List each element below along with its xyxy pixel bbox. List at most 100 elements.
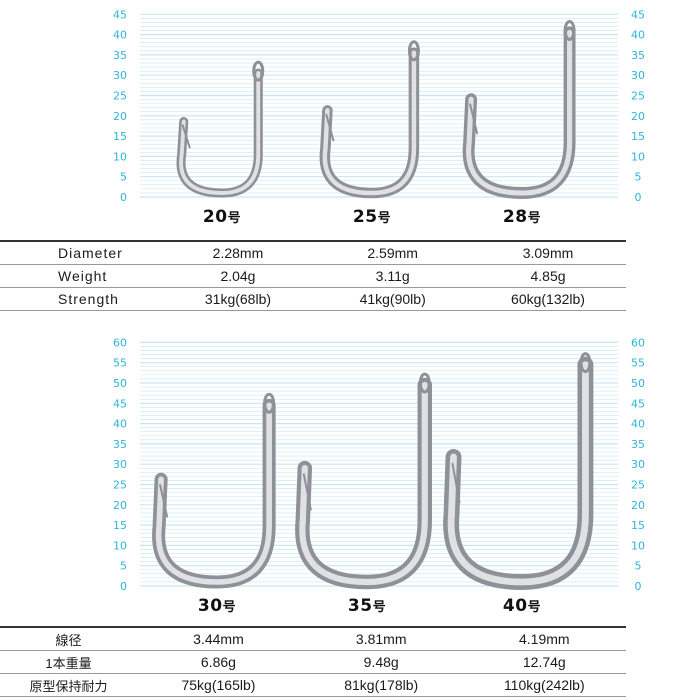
scale-tick-label: 45 bbox=[631, 8, 645, 21]
scale-tick-label: 35 bbox=[631, 49, 645, 62]
scale-tick-label: 45 bbox=[113, 397, 127, 410]
table-row: 線径 3.44mm 3.81mm 4.19mm bbox=[0, 626, 626, 651]
scale-tick-label: 35 bbox=[113, 438, 127, 451]
hook-barb bbox=[159, 483, 169, 518]
top-spec-table: Diameter 2.28mm 2.59mm 3.09mm Weight 2.0… bbox=[0, 240, 626, 311]
table-cell: 2.04g bbox=[160, 264, 316, 288]
scale-tick-label: 15 bbox=[631, 519, 645, 532]
scale-tick-label: 40 bbox=[113, 29, 127, 42]
row-label: Weight bbox=[0, 264, 161, 288]
scale-tick-label: 40 bbox=[631, 418, 645, 431]
row-label: 原型保持耐力 bbox=[0, 673, 138, 697]
scale-tick-label: 35 bbox=[113, 49, 127, 62]
table-cell: 3.81mm bbox=[299, 626, 463, 651]
scale-tick-label: 55 bbox=[113, 357, 127, 370]
table-cell: 41kg(90lb) bbox=[315, 287, 471, 311]
scale-tick-label: 25 bbox=[631, 479, 645, 492]
scale-tick-label: 20 bbox=[631, 499, 645, 512]
table-cell: 3.09mm bbox=[470, 240, 626, 265]
hook-shape bbox=[295, 372, 433, 590]
table-row: Strength 31kg(68lb) 41kg(90lb) 60kg(132l… bbox=[0, 287, 626, 311]
hook-eye bbox=[563, 19, 576, 41]
row-label: Diameter bbox=[0, 240, 161, 265]
top-scale-chart: 0 0 5 5 10 10 15 15 20 20 25 25 30 30 35 35 40 40 45 45 bbox=[113, 8, 645, 204]
bottom-spec-table: 線径 3.44mm 3.81mm 4.19mm 1本重量 6.86g 9.48g… bbox=[0, 626, 626, 697]
scale-tick-label: 25 bbox=[113, 90, 127, 103]
hook-shape bbox=[152, 392, 276, 589]
scale-tick-label: 30 bbox=[631, 69, 645, 82]
scale-tick-label: 15 bbox=[113, 519, 127, 532]
scale-tick-label: 40 bbox=[113, 418, 127, 431]
hook-size-label: 35号 bbox=[347, 596, 387, 616]
hook-eye bbox=[418, 372, 431, 394]
scale-tick-label: 10 bbox=[113, 539, 127, 552]
hook-eye bbox=[579, 352, 592, 374]
scale-tick-label: 10 bbox=[631, 539, 645, 552]
table-cell: 2.28mm bbox=[160, 240, 316, 265]
table-row: Weight 2.04g 3.11g 4.85g bbox=[0, 264, 626, 288]
table-row: Diameter 2.28mm 2.59mm 3.09mm bbox=[0, 240, 626, 265]
scale-tick-label: 0 bbox=[120, 580, 127, 593]
table-cell: 75kg(165lb) bbox=[137, 673, 300, 697]
scale-tick-label: 60 bbox=[113, 336, 127, 349]
table-cell: 60kg(132lb) bbox=[470, 287, 626, 311]
row-label: Strength bbox=[0, 287, 161, 311]
table-cell: 12.74g bbox=[462, 650, 626, 674]
scale-tick-label: 30 bbox=[631, 458, 645, 471]
scale-tick-label: 5 bbox=[635, 171, 642, 184]
table-cell: 110kg(242lb) bbox=[462, 673, 626, 697]
top-size-panel: 0 0 5 5 10 10 15 15 20 20 25 25 30 30 35 35 40 40 45 45 20号… bbox=[0, 0, 700, 312]
hook-size-label: 25号 bbox=[352, 207, 392, 227]
hook-shape bbox=[462, 19, 576, 199]
scale-tick-label: 45 bbox=[631, 397, 645, 410]
scale-tick-label: 40 bbox=[631, 29, 645, 42]
hook-shape bbox=[176, 60, 265, 198]
scale-tick-label: 0 bbox=[635, 191, 642, 204]
scale-lines bbox=[140, 341, 618, 587]
scale-tick-label: 10 bbox=[113, 150, 127, 163]
scale-tick-label: 55 bbox=[631, 357, 645, 370]
scale-tick-label: 5 bbox=[635, 560, 642, 573]
hook-eye bbox=[263, 392, 276, 414]
scale-tick-label: 0 bbox=[120, 191, 127, 204]
scale-tick-label: 20 bbox=[631, 110, 645, 123]
hook-barb bbox=[451, 462, 461, 504]
bottom-size-panel: 0 0 5 5 10 10 15 15 20 20 25 25 30 30 35 35 40 40 45 45 50 50… bbox=[0, 330, 700, 700]
table-cell: 81kg(178lb) bbox=[299, 673, 463, 697]
hook-eye bbox=[252, 60, 265, 82]
scale-tick-label: 50 bbox=[113, 377, 127, 390]
table-cell: 9.48g bbox=[299, 650, 463, 674]
hook-size-label: 28号 bbox=[502, 207, 542, 227]
hook-size-label: 40号 bbox=[502, 596, 542, 616]
scale-tick-label: 15 bbox=[631, 130, 645, 143]
table-cell: 2.59mm bbox=[315, 240, 471, 265]
scale-tick-label: 35 bbox=[631, 438, 645, 451]
scale-tick-label: 60 bbox=[631, 336, 645, 349]
scale-lines bbox=[140, 13, 618, 198]
hook-eye bbox=[407, 40, 420, 62]
scale-tick-label: 30 bbox=[113, 458, 127, 471]
scale-tick-label: 50 bbox=[631, 377, 645, 390]
hook-shape bbox=[443, 352, 594, 590]
scale-tick-label: 30 bbox=[113, 69, 127, 82]
scale-tick-label: 5 bbox=[120, 171, 127, 184]
table-cell: 4.85g bbox=[470, 264, 626, 288]
hook-barb bbox=[325, 113, 335, 142]
hook-barb bbox=[181, 124, 191, 149]
hook-size-label: 30号 bbox=[197, 596, 237, 616]
hook-barb bbox=[302, 473, 312, 511]
hook-size-label: 20号 bbox=[202, 207, 242, 227]
scale-tick-label: 20 bbox=[113, 110, 127, 123]
table-cell: 3.44mm bbox=[137, 626, 300, 651]
scale-tick-label: 45 bbox=[113, 8, 127, 21]
row-label: 線径 bbox=[0, 626, 138, 651]
scale-tick-label: 10 bbox=[631, 150, 645, 163]
table-row: 原型保持耐力 75kg(165lb) 81kg(178lb) 110kg(242… bbox=[0, 673, 626, 697]
scale-tick-label: 5 bbox=[120, 560, 127, 573]
scale-tick-label: 0 bbox=[635, 580, 642, 593]
table-cell: 6.86g bbox=[137, 650, 300, 674]
scale-tick-label: 20 bbox=[113, 499, 127, 512]
scale-tick-label: 25 bbox=[113, 479, 127, 492]
table-row: 1本重量 6.86g 9.48g 12.74g bbox=[0, 650, 626, 674]
